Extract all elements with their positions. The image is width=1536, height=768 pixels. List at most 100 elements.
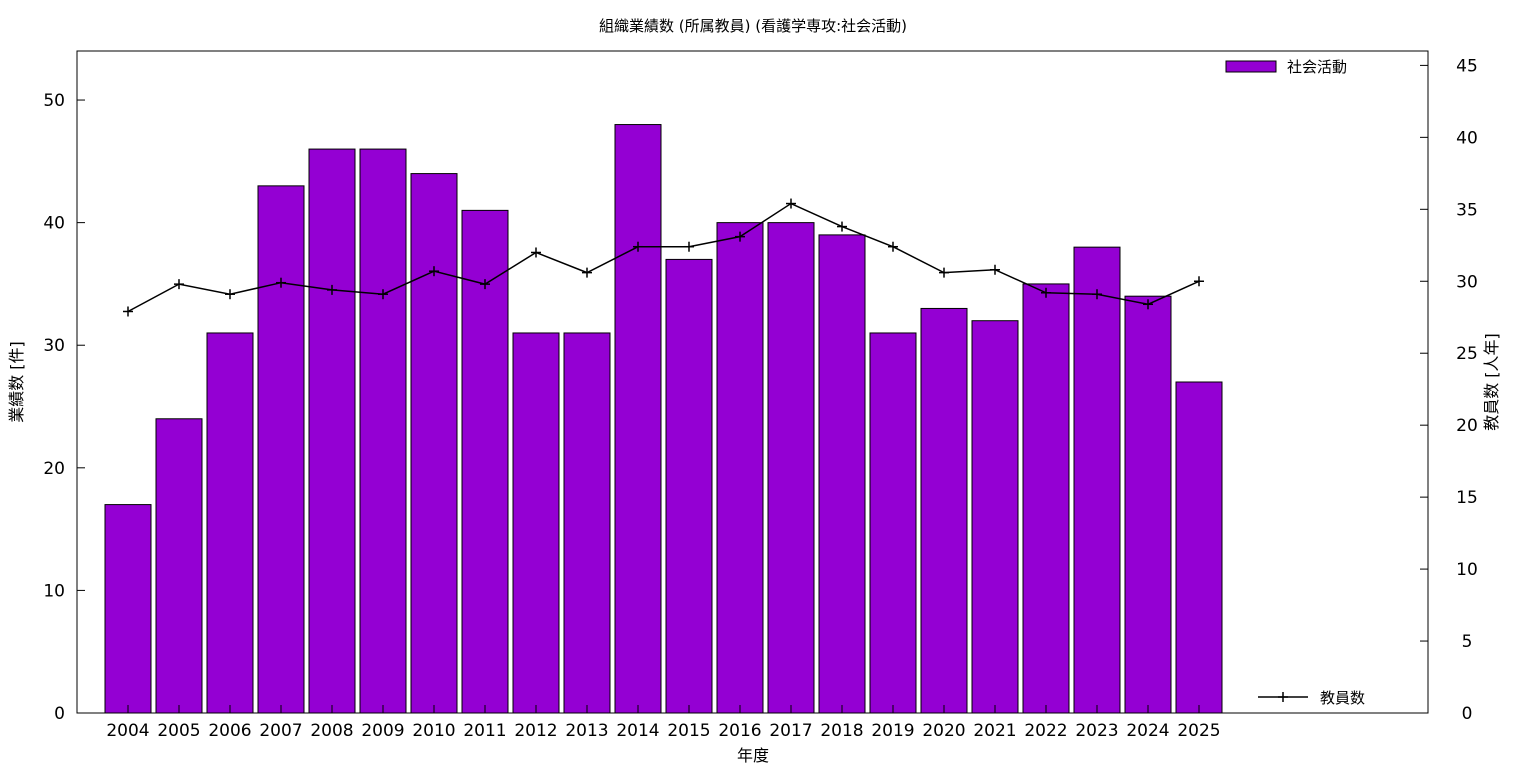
line-point	[1041, 287, 1051, 298]
bar	[257, 185, 305, 714]
line-point	[1092, 289, 1102, 300]
x-tick-label: 2024	[1126, 721, 1169, 741]
y2-tick-label: 45	[1456, 56, 1478, 76]
line-path	[127, 202, 1200, 313]
bar	[665, 258, 713, 714]
x-tick-label: 2012	[514, 721, 557, 741]
x-axis-label: 年度	[737, 746, 769, 765]
x-tick-label: 2018	[820, 721, 863, 741]
bar	[1124, 295, 1172, 714]
x-axis-ticks: 2004 2005 2006 2007 2008 2009 2010 2011 2012 2013…	[106, 705, 1221, 741]
line-point	[735, 231, 745, 242]
line-point	[786, 198, 796, 209]
x-tick-label: 2021	[973, 721, 1016, 741]
bar	[1073, 246, 1121, 714]
line-point	[123, 306, 133, 317]
line-point	[939, 267, 949, 278]
y-tick-label: 40	[43, 214, 65, 234]
x-tick-label: 2014	[616, 721, 659, 741]
y-tick-label: 20	[43, 459, 65, 479]
plot-border	[76, 50, 1429, 714]
line-point	[684, 241, 694, 252]
line-series	[123, 198, 1204, 317]
bar	[410, 173, 458, 714]
bar-series	[104, 124, 1223, 714]
x-tick-label: 2020	[922, 721, 965, 741]
x-tick-label: 2006	[208, 721, 251, 741]
x-tick-label: 2025	[1177, 721, 1220, 741]
x-tick-label: 2007	[259, 721, 302, 741]
line-point	[429, 266, 439, 277]
y2-tick-label: 40	[1456, 128, 1478, 148]
bar	[461, 209, 509, 714]
bar	[563, 332, 611, 714]
line-point	[1143, 299, 1153, 310]
line-point	[327, 284, 337, 295]
bar	[767, 222, 815, 714]
x-tick-label: 2010	[412, 721, 455, 741]
bar	[512, 332, 560, 714]
x-tick-label: 2023	[1075, 721, 1118, 741]
x-tick-label: 2011	[463, 721, 506, 741]
line-point	[174, 279, 184, 290]
y2-axis-label: 教員数 [人年]	[1482, 333, 1501, 431]
x-tick-label: 2016	[718, 721, 761, 741]
y-tick-label: 10	[43, 581, 65, 601]
bar	[869, 332, 917, 714]
bar	[155, 418, 203, 714]
bar	[818, 234, 866, 714]
chart-title: 組織業績数 (所属教員) (看護学専攻:社会活動)	[599, 17, 907, 35]
line-point	[225, 289, 235, 300]
y2-tick-label: 30	[1456, 272, 1478, 292]
x-tick-label: 2017	[769, 721, 812, 741]
y2-tick-label: 5	[1462, 632, 1473, 652]
bar	[920, 307, 968, 714]
x-tick-label: 2004	[106, 721, 149, 741]
right-axis-ticks: 0 5 10 15 20 25 30 35 40 45	[1420, 56, 1478, 724]
line-point	[837, 221, 847, 232]
line-point	[582, 267, 592, 278]
legend-bar-label: 社会活動	[1287, 58, 1347, 76]
bar	[971, 320, 1019, 714]
bar	[1175, 381, 1223, 714]
bar	[206, 332, 254, 714]
y-tick-label: 50	[43, 91, 65, 111]
left-axis-ticks: 0 10 20 30 40 50	[43, 91, 85, 724]
legend-line: 教員数	[1258, 689, 1365, 707]
y2-tick-label: 25	[1456, 344, 1478, 364]
y2-tick-label: 35	[1456, 200, 1478, 220]
y-axis-label: 業績数 [件]	[7, 341, 26, 423]
x-tick-label: 2005	[157, 721, 200, 741]
bar	[359, 148, 407, 714]
x-tick-label: 2022	[1024, 721, 1067, 741]
line-point	[1194, 276, 1204, 287]
x-tick-label: 2008	[310, 721, 353, 741]
legend-bar: 社会活動	[1225, 58, 1347, 76]
legend-bar-swatch	[1225, 60, 1277, 73]
line-point	[276, 277, 286, 288]
y2-tick-label: 20	[1456, 416, 1478, 436]
x-tick-label: 2019	[871, 721, 914, 741]
x-tick-label: 2013	[565, 721, 608, 741]
bar	[614, 124, 662, 714]
x-tick-label: 2009	[361, 721, 404, 741]
y-tick-label: 0	[54, 704, 65, 724]
line-point	[888, 241, 898, 252]
line-point	[633, 241, 643, 252]
bar	[308, 148, 356, 714]
y2-tick-label: 0	[1462, 704, 1473, 724]
bar	[716, 222, 764, 714]
y-tick-label: 30	[43, 336, 65, 356]
plot-frame	[76, 50, 1429, 714]
y2-tick-label: 10	[1456, 560, 1478, 580]
line-point	[990, 264, 1000, 275]
legend-line-label: 教員数	[1320, 689, 1365, 707]
line-point	[378, 289, 388, 300]
line-point	[531, 247, 541, 258]
line-point	[480, 279, 490, 290]
x-tick-label: 2015	[667, 721, 710, 741]
bar	[104, 504, 152, 714]
y2-tick-label: 15	[1456, 488, 1478, 508]
bar	[1022, 283, 1070, 714]
